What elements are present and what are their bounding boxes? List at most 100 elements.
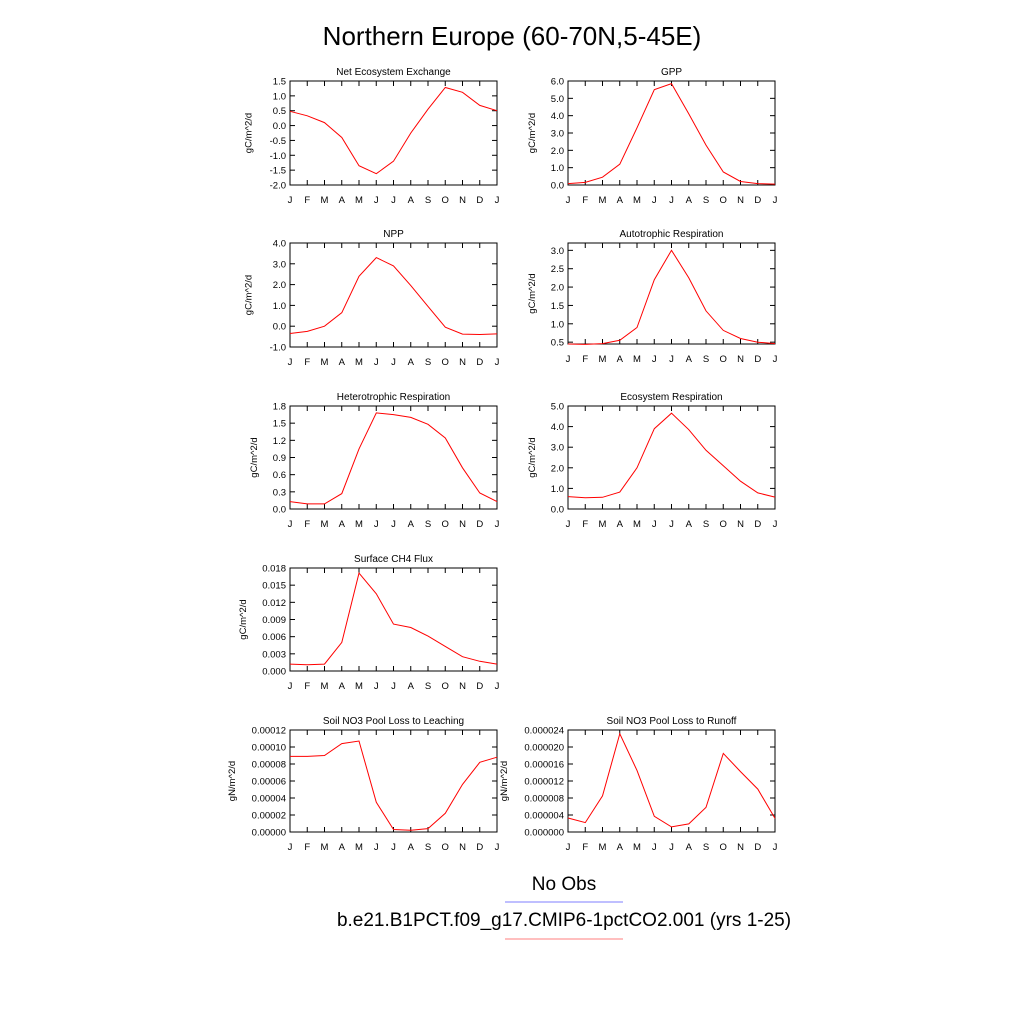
x-tick-label: A — [339, 195, 346, 206]
y-tick-label: 0.5 — [551, 338, 564, 349]
x-tick-label: J — [288, 519, 293, 530]
x-tick-label: A — [408, 842, 415, 853]
y-axis-label: gC/m^2/d — [244, 275, 255, 315]
y-axis-label: gC/m^2/d — [249, 437, 260, 477]
x-tick-label: N — [459, 681, 466, 692]
x-tick-label: S — [425, 681, 431, 692]
legend-label-obs: No Obs — [532, 874, 596, 895]
x-tick-label: O — [442, 519, 449, 530]
x-tick-label: M — [599, 842, 607, 853]
x-tick-label: M — [321, 357, 329, 368]
series-line — [289, 572, 498, 666]
series-line — [289, 412, 498, 505]
x-tick-label: J — [288, 195, 293, 206]
y-tick-label: 0.0 — [273, 121, 286, 132]
plot-frame — [289, 405, 498, 510]
x-tick-label: J — [773, 842, 778, 853]
x-tick-label: A — [339, 519, 346, 530]
x-tick-label: A — [408, 519, 415, 530]
x-tick-label: J — [391, 842, 396, 853]
x-tick-label: F — [304, 195, 310, 206]
panel-title: Heterotrophic Respiration — [337, 392, 450, 403]
plot-frame — [567, 405, 776, 510]
x-tick-label: F — [582, 519, 588, 530]
y-tick-label: 0.00002 — [252, 811, 286, 822]
y-tick-label: 0.00010 — [252, 743, 286, 754]
x-tick-label: M — [321, 842, 329, 853]
y-tick-label: 6.0 — [551, 77, 564, 88]
plot-frame — [567, 80, 776, 186]
x-tick-label: J — [566, 842, 571, 853]
y-tick-label: 0.018 — [262, 564, 286, 575]
x-tick-label: J — [773, 195, 778, 206]
y-axis-label: gC/m^2/d — [238, 599, 249, 639]
y-tick-label: 0.00012 — [252, 726, 286, 737]
x-tick-label: A — [408, 195, 415, 206]
plot-frame — [289, 242, 498, 348]
x-tick-label: J — [374, 357, 379, 368]
x-tick-label: J — [652, 519, 657, 530]
y-tick-label: 2.0 — [551, 463, 564, 474]
y-tick-label: 4.0 — [273, 239, 286, 250]
x-tick-label: J — [652, 354, 657, 365]
y-tick-label: 0.3 — [273, 487, 286, 498]
y-tick-label: 0.003 — [262, 649, 286, 660]
x-tick-label: J — [566, 195, 571, 206]
x-tick-label: N — [737, 519, 744, 530]
panel-title: Soil NO3 Pool Loss to Leaching — [323, 716, 464, 727]
chart-panel: Surface CH4 Flux 0.000 0.003 0.006 0.009 0.01… — [238, 554, 500, 692]
x-tick-label: S — [703, 195, 709, 206]
x-tick-label: A — [339, 357, 346, 368]
y-tick-label: 0.000 — [262, 667, 286, 678]
figure-title: Northern Europe (60-70N,5-45E) — [323, 21, 702, 51]
x-tick-label: J — [669, 195, 674, 206]
x-tick-label: M — [355, 681, 363, 692]
chart-panel: Soil NO3 Pool Loss to Leaching 0.00000 0.0… — [227, 716, 500, 853]
plot-frame — [567, 729, 776, 833]
x-tick-label: S — [425, 357, 431, 368]
x-tick-label: A — [408, 357, 415, 368]
plot-frame — [567, 242, 776, 345]
y-tick-label: 0.012 — [262, 598, 286, 609]
x-tick-label: M — [599, 519, 607, 530]
x-tick-label: J — [773, 354, 778, 365]
y-tick-label: 3.0 — [273, 259, 286, 270]
y-tick-label: 1.8 — [273, 402, 286, 413]
x-tick-label: N — [737, 354, 744, 365]
x-tick-label: O — [442, 195, 449, 206]
y-tick-label: 4.0 — [551, 111, 564, 122]
legend-label-model: b.e21.B1PCT.f09_g17.CMIP6-1pctCO2.001 (y… — [337, 910, 791, 931]
x-tick-label: S — [703, 519, 709, 530]
y-tick-label: 2.0 — [273, 280, 286, 291]
y-tick-label: 0.000020 — [524, 743, 564, 754]
x-tick-label: J — [495, 519, 500, 530]
y-tick-label: -1.5 — [270, 166, 286, 177]
chart-panel: Heterotrophic Respiration 0.0 0.3 0.6 0.9 1.2… — [249, 392, 499, 530]
x-tick-label: J — [374, 519, 379, 530]
series-line — [289, 86, 498, 175]
y-tick-label: 3.0 — [551, 246, 564, 257]
x-tick-label: J — [495, 357, 500, 368]
y-tick-label: 4.0 — [551, 422, 564, 433]
x-tick-label: J — [288, 681, 293, 692]
chart-panel: Soil NO3 Pool Loss to Runoff 0.000000 0.00… — [499, 716, 777, 853]
x-tick-label: F — [304, 842, 310, 853]
x-tick-label: O — [442, 842, 449, 853]
y-tick-label: 0.00000 — [252, 828, 286, 839]
y-tick-label: 0.000000 — [524, 828, 564, 839]
x-tick-label: S — [703, 354, 709, 365]
y-tick-label: -1.0 — [270, 151, 286, 162]
chart-panel: Ecosystem Respiration 0.0 1.0 2.0 3.0 4.0 5.0 J… — [527, 392, 777, 530]
x-tick-label: O — [442, 681, 449, 692]
chart-panel: Net Ecosystem Exchange -2.0 -1.5 -1.0 -0.5 0.… — [244, 67, 500, 206]
y-tick-label: 0.0 — [273, 322, 286, 333]
x-tick-label: O — [720, 842, 727, 853]
x-tick-label: J — [374, 195, 379, 206]
y-tick-label: 0.0 — [551, 181, 564, 192]
x-tick-label: O — [720, 519, 727, 530]
x-tick-label: A — [339, 842, 346, 853]
x-tick-label: J — [495, 842, 500, 853]
x-tick-label: J — [669, 354, 674, 365]
y-tick-label: 1.5 — [273, 419, 286, 430]
y-tick-label: 0.0 — [551, 505, 564, 516]
